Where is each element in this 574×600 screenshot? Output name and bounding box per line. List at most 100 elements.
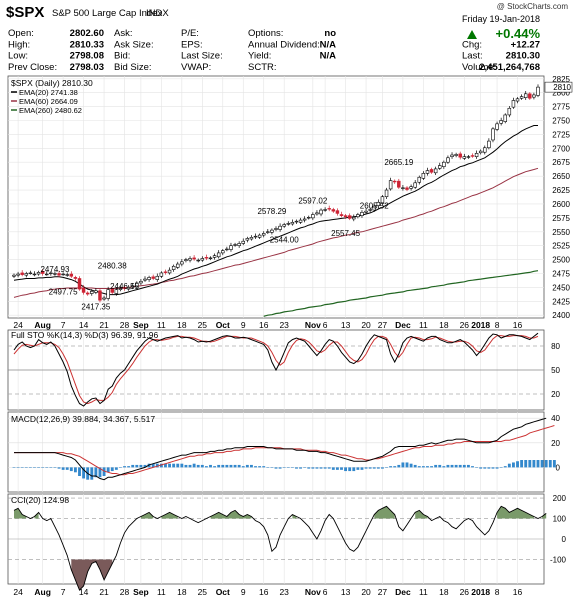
macd-hist-bar: [503, 466, 507, 468]
candle: [40, 269, 45, 276]
panel-frame-macd: [7, 411, 545, 493]
candle: [261, 231, 266, 238]
candle: [266, 228, 270, 234]
candle-body: [384, 189, 389, 198]
macd-hist-bar: [262, 466, 266, 468]
candle: [413, 180, 417, 189]
macd-hist-bar: [303, 467, 307, 468]
macd-hist-bar: [421, 466, 425, 468]
candle-body: [257, 234, 262, 238]
macd-hist-bar: [61, 467, 65, 470]
candle: [380, 195, 385, 206]
macd-hist-bar: [28, 467, 32, 468]
x-tick-label: 11: [419, 587, 428, 597]
macd-hist-bar: [544, 460, 548, 468]
candle: [458, 151, 462, 160]
macd-hist-bar: [127, 466, 131, 468]
macd-hist-bar: [389, 466, 393, 468]
macd-hist-bar: [139, 464, 143, 468]
candle-body: [302, 218, 307, 221]
macd-hist-bar: [327, 467, 331, 469]
macd-hist-bar: [454, 464, 458, 468]
candle: [233, 242, 237, 247]
sto-panel-title: Full STO %K(14,3) %D(3) 96.39, 91.96: [11, 330, 159, 340]
candle: [245, 236, 250, 243]
candle: [331, 207, 336, 213]
candle-body: [69, 273, 74, 277]
candle: [188, 256, 192, 263]
candle: [85, 291, 90, 296]
price-annotation: 2578.29: [257, 207, 286, 216]
field-label: P/E:: [181, 28, 199, 39]
macd-hist-bar: [426, 466, 429, 468]
candle-body: [368, 209, 372, 211]
candle-body: [290, 222, 295, 225]
macd-hist-bar: [266, 467, 270, 468]
macd-hist-bar: [532, 460, 536, 468]
candle: [192, 255, 196, 261]
macd-hist-bar: [37, 467, 40, 468]
candle-body: [413, 182, 417, 188]
candle-body: [392, 180, 397, 183]
price-annotation: 2446.55: [110, 282, 139, 291]
candle: [307, 215, 311, 220]
candle-body: [61, 273, 65, 276]
candle-body: [343, 215, 348, 218]
candle: [94, 287, 98, 295]
macd-hist-bar: [274, 467, 278, 469]
candle-body: [466, 156, 471, 158]
candle-body: [81, 287, 86, 293]
candle-body: [163, 271, 168, 273]
macd-hist-bar: [49, 467, 53, 468]
candle: [20, 270, 24, 277]
candle: [319, 208, 323, 217]
x-tick-label: 2018: [471, 320, 490, 330]
candle: [28, 270, 33, 275]
y-tick-label: 2825: [552, 75, 570, 84]
x-tick-label: 11: [157, 587, 166, 597]
candle-body: [433, 168, 438, 174]
macd-hist-bar: [204, 466, 208, 468]
candle: [343, 213, 348, 219]
macd-hist-bar: [295, 467, 298, 469]
candle: [204, 254, 209, 261]
candle-body: [28, 272, 33, 275]
macd-hist-bar: [434, 464, 438, 468]
y-tick-label: 2450: [552, 283, 570, 292]
field-value: N/A: [320, 51, 337, 62]
candle: [335, 208, 340, 216]
macd-hist-bar: [344, 467, 348, 472]
candle-body: [282, 224, 286, 227]
candle: [151, 274, 155, 281]
candle: [114, 287, 119, 296]
up-arrow-icon: [467, 30, 477, 39]
candle: [446, 155, 450, 164]
macd-hist-bar: [499, 467, 503, 468]
x-tick-label: 8: [495, 587, 500, 597]
macd-hist-bar: [57, 467, 61, 469]
macd-hist-bar: [446, 464, 450, 468]
candle-body: [523, 93, 528, 98]
macd-hist-bar: [299, 467, 302, 469]
field-value: 2810.30: [506, 51, 540, 62]
candle-body: [388, 180, 393, 190]
candle: [438, 162, 442, 171]
x-tick-label: 2018: [471, 587, 490, 597]
candle: [298, 217, 303, 224]
x-tick-label: 23: [279, 320, 289, 330]
candle-body: [323, 209, 327, 211]
y-tick-label: 80: [551, 342, 560, 351]
macd-hist-bar: [151, 463, 155, 468]
field-label: EPS:: [181, 39, 203, 50]
x-tick-label: 20: [361, 320, 371, 330]
legend-entry: EMA(20) 2741.38: [19, 88, 78, 97]
macd-hist-bar: [376, 467, 380, 469]
y-tick-label: 20: [551, 439, 560, 448]
candle-body: [397, 180, 401, 188]
macd-hist-bar: [225, 464, 229, 468]
candle-body: [126, 287, 131, 290]
y-tick-label: 50: [551, 366, 560, 375]
y-tick-label: 2400: [552, 311, 570, 320]
candle: [118, 285, 123, 292]
candle: [515, 97, 520, 104]
